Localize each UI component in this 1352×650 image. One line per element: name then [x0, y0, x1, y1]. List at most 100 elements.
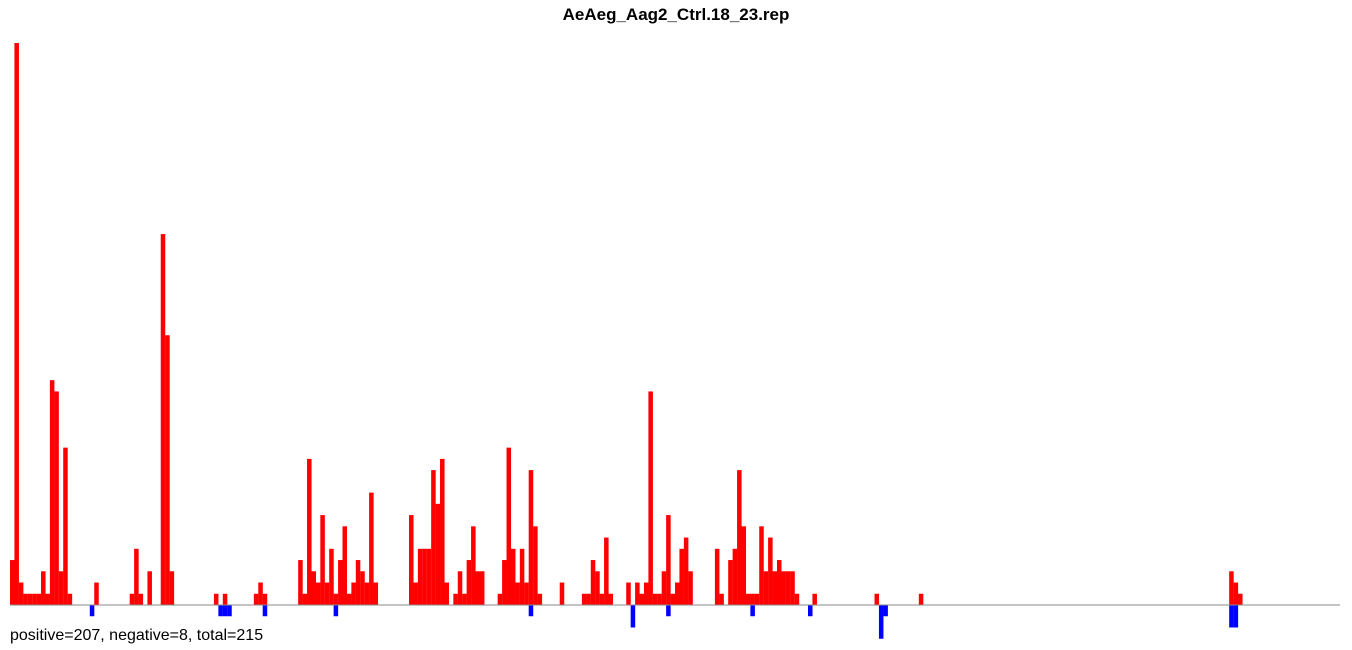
negative-bar — [883, 605, 888, 617]
positive-bar — [23, 593, 28, 605]
positive-bar — [67, 593, 73, 605]
positive-bar — [435, 503, 441, 605]
positive-bar — [679, 548, 684, 605]
negative-bar — [222, 605, 228, 617]
positive-bar — [302, 593, 308, 605]
negative-bar — [218, 605, 223, 617]
positive-bar — [360, 571, 365, 605]
positive-bar — [1238, 593, 1243, 605]
positive-bar — [342, 526, 348, 605]
positive-bar — [812, 593, 817, 605]
positive-bar — [643, 582, 649, 605]
positive-bar — [333, 593, 339, 605]
positive-bar — [874, 593, 880, 605]
positive-bar — [524, 582, 529, 605]
positive-bar — [661, 571, 667, 605]
positive-bar — [918, 593, 924, 605]
positive-bar — [599, 593, 605, 605]
positive-bar — [27, 593, 33, 605]
negative-bar — [333, 605, 339, 617]
positive-bar — [440, 458, 445, 605]
positive-bar — [528, 470, 534, 605]
positive-bar — [626, 582, 631, 605]
positive-bar — [320, 515, 325, 605]
positive-bar — [422, 548, 427, 605]
negative-bar — [666, 605, 671, 617]
positive-bar — [732, 548, 738, 605]
negative-bar — [227, 605, 232, 617]
negative-bar — [89, 605, 95, 617]
negative-bar — [878, 605, 884, 639]
positive-bar — [346, 593, 352, 605]
positive-bar — [307, 458, 312, 605]
positive-bar — [444, 582, 449, 605]
positive-bar — [329, 548, 334, 605]
read-count-summary: positive=207, negative=8, total=215 — [10, 627, 263, 644]
positive-bar — [351, 582, 356, 605]
positive-bar — [604, 537, 609, 605]
positive-bar — [768, 537, 773, 605]
positive-bar — [409, 515, 414, 605]
positive-bar — [794, 593, 800, 605]
positive-bar — [790, 571, 795, 605]
positive-bar — [471, 526, 476, 605]
positive-bar — [49, 380, 55, 605]
positive-bar — [506, 447, 512, 605]
positive-bar — [759, 526, 764, 605]
negative-bar — [528, 605, 534, 617]
positive-bar — [737, 470, 742, 605]
positive-bar — [222, 593, 228, 605]
positive-bar — [590, 560, 596, 605]
positive-bar — [666, 515, 671, 605]
positive-bar — [129, 593, 135, 605]
positive-bar — [213, 593, 219, 605]
positive-bar — [763, 571, 769, 605]
positive-bar — [165, 335, 170, 605]
positive-bar — [54, 391, 59, 605]
positive-bar — [462, 593, 467, 605]
positive-bar — [45, 593, 50, 605]
positive-bar — [311, 571, 316, 605]
negative-bar — [630, 605, 636, 628]
positive-bar — [719, 593, 724, 605]
positive-bar — [457, 571, 463, 605]
negative-bar — [750, 605, 755, 617]
negative-bar — [262, 605, 268, 617]
positive-bar — [147, 571, 152, 605]
positive-bar — [364, 582, 370, 605]
positive-bar — [138, 593, 144, 605]
positive-bar — [675, 582, 680, 605]
positive-bar — [10, 560, 15, 605]
positive-bar — [510, 548, 516, 605]
positive-bar — [581, 593, 587, 605]
positive-bar — [453, 593, 458, 605]
positive-bar — [502, 560, 507, 605]
positive-bar — [648, 391, 653, 605]
positive-bar — [475, 571, 481, 605]
positive-bar — [466, 560, 472, 605]
chart-title: AeAeg_Aag2_Ctrl.18_23.rep — [563, 5, 790, 24]
positive-bar — [586, 593, 591, 605]
positive-bar — [745, 593, 751, 605]
positive-bar — [741, 526, 747, 605]
positive-bar — [324, 582, 330, 605]
positive-bar — [315, 582, 321, 605]
positive-bar — [1229, 571, 1234, 605]
positive-bar — [595, 571, 600, 605]
positive-bar — [515, 582, 520, 605]
negative-bar — [1233, 605, 1239, 628]
positive-bar — [639, 593, 645, 605]
positive-bar — [169, 571, 175, 605]
positive-bar — [497, 593, 503, 605]
positive-bar — [1233, 582, 1239, 605]
positive-bar — [298, 560, 303, 605]
positive-bar — [413, 582, 418, 605]
positive-bar — [728, 560, 733, 605]
positive-bar — [608, 593, 614, 605]
positive-bar — [781, 571, 786, 605]
positive-bars — [10, 43, 1243, 605]
positive-bar — [688, 571, 693, 605]
negative-bar — [808, 605, 813, 617]
positive-bar — [14, 43, 19, 605]
